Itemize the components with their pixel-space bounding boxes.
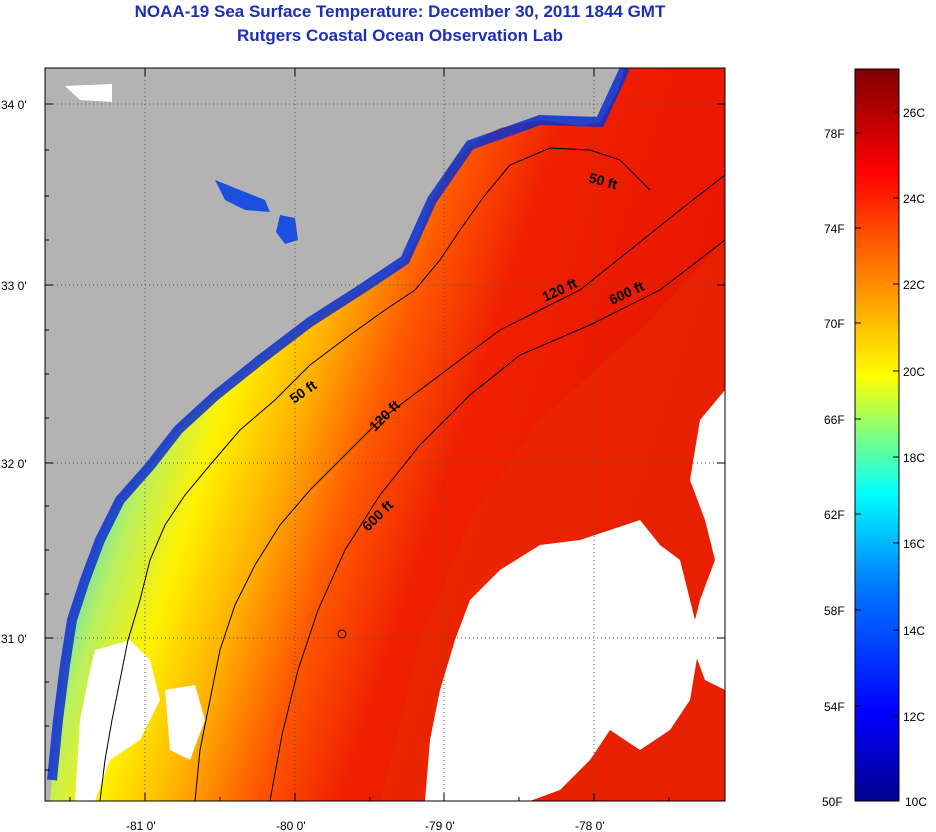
colorbar-c-label: 26C <box>903 106 925 120</box>
colorbar-f-label: 70F <box>824 317 845 331</box>
colorbar-c-label: 18C <box>903 451 925 465</box>
colorbar-ticks <box>855 111 899 717</box>
isobath-50ft <box>99 147 651 801</box>
coastal-cold-water <box>47 68 630 781</box>
colorbar-c-label: 22C <box>903 278 925 292</box>
map-frame <box>44 67 726 802</box>
colorbar-f-label: 78F <box>824 127 845 141</box>
inland-lake <box>215 180 270 212</box>
inland-cloud <box>65 84 112 102</box>
colorbar <box>854 68 900 802</box>
isobath-600ft <box>269 239 725 801</box>
colorbar-f-label: 54F <box>824 700 845 714</box>
colorbar-f-label: 50F <box>822 795 843 809</box>
map-subtitle: Rutgers Coastal Ocean Observation Lab <box>237 26 563 45</box>
map-title: NOAA-19 Sea Surface Temperature: Decembe… <box>134 2 666 21</box>
cloud-patch <box>165 685 205 760</box>
colorbar-c-label: 24C <box>903 192 925 206</box>
graticule <box>45 68 725 801</box>
lat-label: 31 0' <box>1 632 27 646</box>
colorbar-f-label: 66F <box>824 413 845 427</box>
lat-label: 34 0' <box>1 98 27 112</box>
colorbar-f-label: 74F <box>824 222 845 236</box>
isobath-label-50ft: 50 ft <box>587 169 619 192</box>
colorbar-f-label: 58F <box>824 604 845 618</box>
colorbar-c-label: 16C <box>903 537 925 551</box>
colorbar-f-label: 62F <box>824 508 845 522</box>
lon-label: -79 0' <box>425 819 455 832</box>
cloud-patch <box>425 520 700 801</box>
colorbar-c-label: 12C <box>903 710 925 724</box>
colorbar-c-label: 14C <box>903 624 925 638</box>
axis-ticks <box>45 68 725 801</box>
land-area <box>45 68 625 801</box>
lon-label: -78 0' <box>575 819 605 832</box>
lat-label: 32 0' <box>1 457 27 471</box>
colorbar-c-label: 20C <box>903 365 925 379</box>
lon-label: -80 0' <box>276 819 306 832</box>
isobath-120ft <box>194 174 725 801</box>
cloud-patch <box>75 640 160 801</box>
cloud-patch <box>690 390 725 690</box>
lat-label: 33 0' <box>1 279 27 293</box>
colorbar-c-label: 10C <box>905 795 927 809</box>
inland-lake <box>276 215 298 244</box>
lon-label: -81 0' <box>126 819 156 832</box>
station-marker <box>337 629 347 639</box>
